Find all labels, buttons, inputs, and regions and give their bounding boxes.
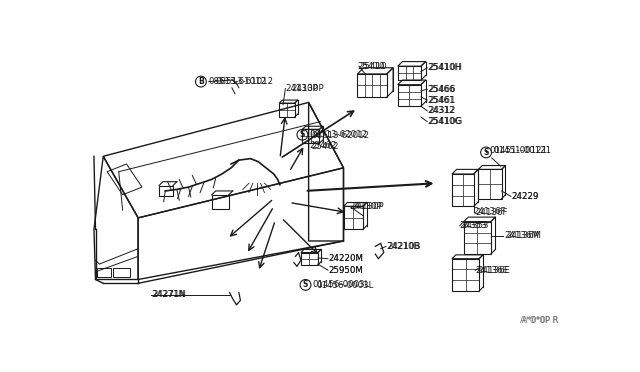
- Text: 24220M: 24220M: [328, 254, 363, 263]
- Text: 24312: 24312: [428, 106, 454, 115]
- Text: 08513-61012: 08513-61012: [209, 77, 267, 86]
- Text: 24130P: 24130P: [351, 202, 384, 211]
- Text: S: S: [300, 130, 305, 139]
- Text: 25950M: 25950M: [328, 266, 363, 275]
- Bar: [303, 129, 319, 143]
- Text: 24136F: 24136F: [476, 208, 508, 217]
- Text: S: S: [483, 148, 489, 157]
- Bar: [452, 259, 479, 291]
- Text: 24136M: 24136M: [506, 231, 541, 240]
- Bar: [279, 103, 294, 117]
- Bar: [113, 268, 130, 277]
- Text: 08513-61012: 08513-61012: [216, 77, 274, 86]
- Text: 01456-0003L: 01456-0003L: [316, 281, 374, 290]
- Text: 25410: 25410: [358, 62, 385, 71]
- Bar: [358, 74, 387, 97]
- Text: 24136M: 24136M: [505, 231, 540, 240]
- Text: 01456-0003L: 01456-0003L: [312, 280, 370, 289]
- Text: 25466: 25466: [428, 85, 454, 94]
- Text: 24130P: 24130P: [285, 84, 318, 93]
- Text: 24271N: 24271N: [151, 291, 186, 299]
- Bar: [97, 268, 111, 277]
- Text: 24353: 24353: [460, 221, 487, 230]
- Bar: [452, 174, 474, 206]
- Text: 01451-00121: 01451-00121: [493, 145, 551, 155]
- Text: 25462: 25462: [311, 142, 339, 151]
- Text: 25461: 25461: [429, 96, 456, 105]
- Text: 24136E: 24136E: [477, 266, 511, 275]
- Text: 24229: 24229: [511, 192, 538, 201]
- Text: 25410H: 25410H: [428, 63, 461, 72]
- Bar: [397, 85, 421, 106]
- Text: 24136E: 24136E: [476, 266, 508, 275]
- Text: A*0*0P R: A*0*0P R: [522, 316, 558, 325]
- Bar: [478, 169, 502, 199]
- Bar: [344, 206, 363, 230]
- Bar: [397, 66, 421, 80]
- Text: 25461: 25461: [428, 96, 454, 105]
- Text: 25462: 25462: [309, 141, 337, 150]
- Text: 25410G: 25410G: [428, 117, 461, 126]
- Text: B: B: [198, 77, 204, 86]
- Bar: [301, 253, 318, 265]
- Text: 08513-62012: 08513-62012: [311, 131, 369, 140]
- Text: 08513-62012: 08513-62012: [309, 130, 367, 139]
- Text: A*0*0P R: A*0*0P R: [520, 316, 559, 325]
- Text: 24210B: 24210B: [386, 242, 420, 251]
- Text: 25410H: 25410H: [429, 63, 463, 72]
- Text: 01451-00121: 01451-00121: [489, 145, 547, 155]
- Bar: [212, 195, 229, 209]
- Text: 25950M: 25950M: [328, 266, 363, 275]
- Bar: [159, 186, 173, 196]
- Text: 24312: 24312: [429, 106, 456, 115]
- Bar: [463, 222, 491, 254]
- Text: 24220M: 24220M: [328, 254, 363, 263]
- Text: 24130P: 24130P: [292, 84, 324, 93]
- Text: 24136F: 24136F: [474, 207, 506, 216]
- Text: 24271N: 24271N: [153, 291, 187, 299]
- Text: 24130P: 24130P: [349, 202, 382, 211]
- Text: 24353: 24353: [461, 221, 489, 230]
- Text: 25410: 25410: [359, 62, 387, 71]
- Text: 25410G: 25410G: [429, 117, 463, 126]
- Text: 25466: 25466: [429, 85, 456, 94]
- Text: 24229: 24229: [511, 192, 538, 201]
- Text: 24210B: 24210B: [387, 242, 420, 251]
- Text: S: S: [303, 280, 308, 289]
